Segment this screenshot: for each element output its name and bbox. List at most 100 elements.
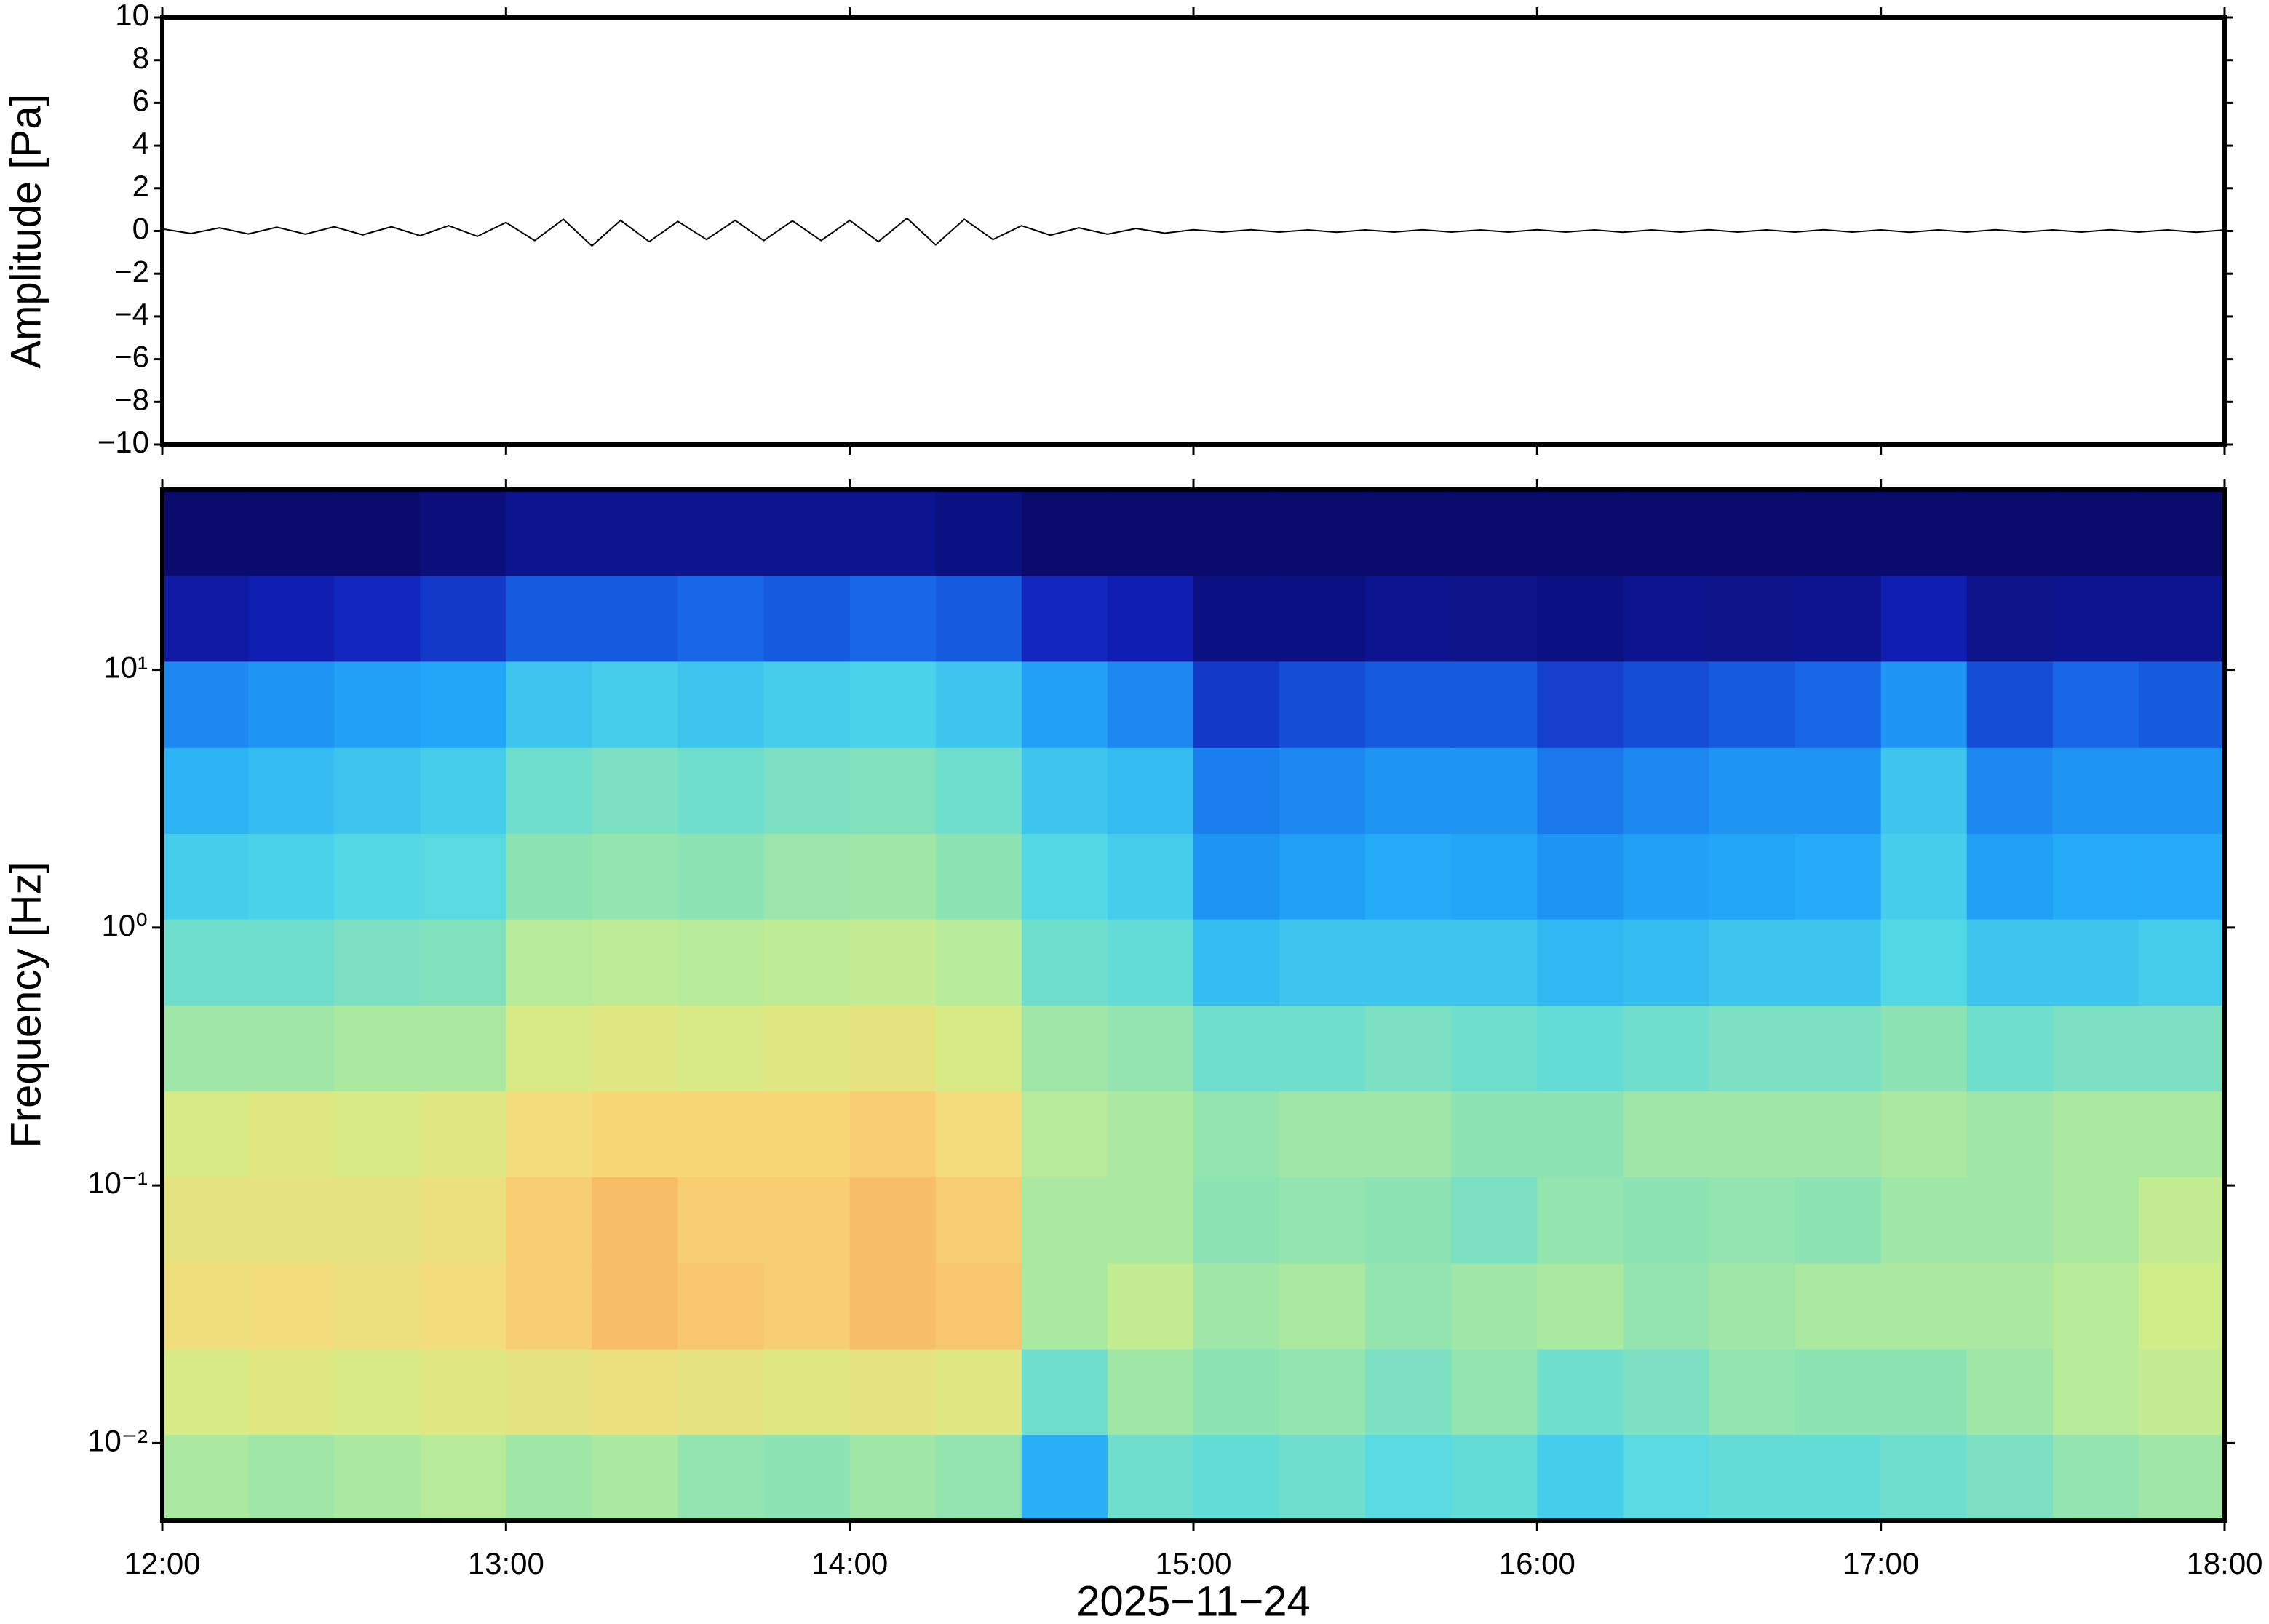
spectrogram-cell: [592, 661, 679, 748]
spectrogram-cell: [162, 1262, 249, 1350]
spectrogram-cell: [1537, 919, 1624, 1006]
spectrogram-cell: [248, 1177, 335, 1264]
spectrogram-cell: [1880, 1262, 1968, 1350]
spectrogram-cell: [1966, 490, 2054, 576]
spectrogram-cell: [763, 490, 851, 576]
spectrogram-cell: [1451, 661, 1538, 748]
spectrogram-cell: [677, 919, 765, 1006]
spectrogram-cell: [1623, 1177, 1710, 1264]
spectrogram-cell: [1451, 1005, 1538, 1092]
spectrogram-cell: [248, 490, 335, 576]
spectrogram-cell: [162, 919, 249, 1006]
spectrogram-cell: [1880, 490, 1968, 576]
spectrogram-cell: [1880, 1177, 1968, 1264]
spectrogram-cell: [1966, 1091, 2054, 1177]
spectrogram-cell: [1537, 1177, 1624, 1264]
spectrogram-cell: [1365, 1434, 1452, 1521]
spectrogram-cell: [592, 490, 679, 576]
spectrogram-cell: [1623, 1091, 1710, 1177]
spectrogram-cell: [420, 833, 506, 920]
spectrogram-cell: [1623, 1434, 1710, 1521]
spectrogram-cell: [1966, 576, 2054, 662]
spectrogram-cell: [1880, 747, 1968, 834]
spectrogram-cell: [162, 1177, 249, 1264]
spectrogram-cell: [506, 1177, 593, 1264]
spectrogram-cell: [1279, 1348, 1366, 1436]
spectrogram-cell: [763, 919, 851, 1006]
spectrogram-cell: [2138, 576, 2225, 662]
spectrogram-cell: [1021, 661, 1108, 748]
spectrogram-cell: [677, 833, 765, 920]
spectrogram-cell: [248, 833, 335, 920]
spectrogram-cell: [1709, 661, 1796, 748]
spectrogram-cell: [1279, 919, 1366, 1006]
spectrogram-cell: [677, 1434, 765, 1521]
spectrogram-cell: [849, 747, 937, 834]
spectrogram-cell: [1880, 1091, 1968, 1177]
spectrogram-cell: [1021, 576, 1108, 662]
spectrogram-cell: [1880, 833, 1968, 920]
spectrogram-cell: [1365, 1348, 1452, 1436]
spectrogram-cell: [1709, 833, 1796, 920]
spectrogram-cell: [1107, 576, 1194, 662]
spectrogram-cell: [2138, 1348, 2225, 1436]
spectrogram-cell: [506, 833, 593, 920]
spectrogram-cell: [1880, 919, 1968, 1006]
spectrogram-cell: [1966, 1262, 2054, 1350]
spectrogram-cell: [1193, 490, 1280, 576]
spectrogram-cell: [248, 661, 335, 748]
spectrogram-cell: [2052, 1005, 2139, 1092]
spectrogram-cell: [677, 747, 765, 834]
spectrogram-cell: [506, 747, 593, 834]
spectrogram-cell: [1279, 747, 1366, 834]
spectrogram-cell: [1107, 919, 1194, 1006]
spectrogram-cell: [1880, 1005, 1968, 1092]
spectrogram-cell: [334, 1177, 421, 1264]
spectrogram-cell: [420, 919, 506, 1006]
spectrogram-cell: [1107, 1177, 1194, 1264]
spectrogram-cell: [1365, 1091, 1452, 1177]
spectrogram-cell: [1193, 919, 1280, 1006]
spectrogram-cell: [1279, 833, 1366, 920]
y-tick-label: 2: [132, 169, 149, 203]
spectrogram-cell: [1709, 1091, 1796, 1177]
spectrogram-cell: [420, 490, 506, 576]
spectrogram-cell: [849, 490, 937, 576]
spectrogram-cell: [420, 1177, 506, 1264]
spectrogram-cell: [506, 919, 593, 1006]
spectrogram-cell: [2138, 919, 2225, 1006]
spectrogram-cell: [334, 919, 421, 1006]
y-tick-label: 10⁰: [101, 908, 148, 942]
x-tick-label: 18:00: [2186, 1546, 2262, 1580]
spectrogram-cell: [935, 490, 1022, 576]
spectrogram-cell: [2138, 1177, 2225, 1264]
spectrogram-cell: [592, 1348, 679, 1436]
spectrogram-cell: [1021, 1005, 1108, 1092]
spectrogram-cell: [849, 1262, 937, 1350]
y-tick-label: 10: [115, 0, 149, 32]
spectrogram-cell: [334, 747, 421, 834]
spectrogram-cell: [1021, 919, 1108, 1006]
spectrogram-cell: [1451, 1434, 1538, 1521]
spectrogram-cell: [1537, 1005, 1624, 1092]
y-tick-label: 0: [132, 212, 149, 246]
spectrogram-cell: [677, 1262, 765, 1350]
spectrogram-cell: [1365, 661, 1452, 748]
spectrogram-cell: [1107, 833, 1194, 920]
spectrogram-cell: [763, 1434, 851, 1521]
spectrogram-cell: [2138, 490, 2225, 576]
spectrogram-cell: [763, 833, 851, 920]
spectrogram-cell: [935, 747, 1022, 834]
spectrogram-cell: [1623, 1262, 1710, 1350]
spectrogram-cell: [1193, 1262, 1280, 1350]
spectrogram-cell: [334, 576, 421, 662]
spectrogram-cell: [763, 1005, 851, 1092]
spectrogram-cell: [677, 1177, 765, 1264]
spectrogram-cell: [1021, 490, 1108, 576]
spectrogram-cell: [1021, 747, 1108, 834]
spectrogram-cell: [1193, 747, 1280, 834]
spectrogram-cell: [420, 1005, 506, 1092]
spectrogram-cell: [763, 576, 851, 662]
spectrogram-cell: [1623, 576, 1710, 662]
spectrogram-cell: [2138, 1091, 2225, 1177]
